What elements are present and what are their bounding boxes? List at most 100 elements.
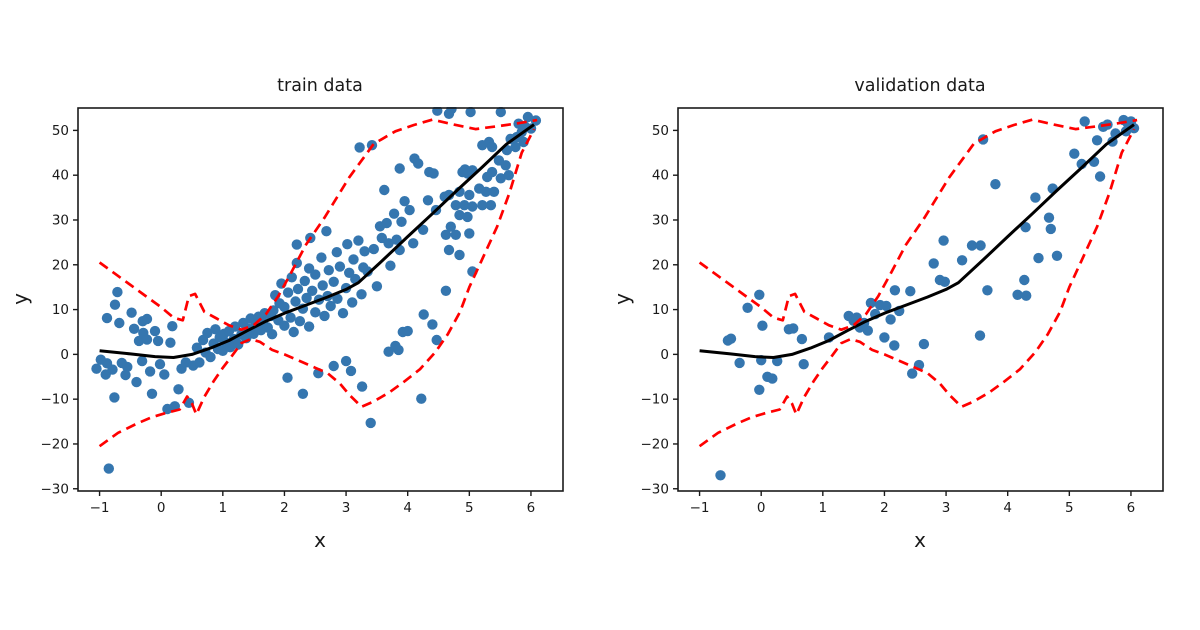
scatter-point [109, 392, 120, 403]
scatter-point [101, 312, 113, 324]
scatter-point [440, 285, 452, 296]
scatter-point [939, 276, 950, 287]
scatter-point [462, 211, 473, 223]
scatter-point [154, 359, 166, 370]
y-tick-label: −20 [641, 436, 670, 452]
scatter-point [288, 326, 299, 338]
scatter-point [440, 229, 452, 240]
scatter-point [353, 235, 364, 246]
scatter-point [294, 316, 306, 327]
scatter-point [427, 319, 438, 330]
scatter-point [754, 384, 765, 395]
scatter-point [488, 186, 500, 197]
scatter-point [1030, 192, 1041, 203]
scatter-point [317, 280, 328, 291]
scatter-point [477, 200, 488, 211]
scatter-point [133, 335, 145, 347]
scatter-point [114, 317, 125, 329]
lower-bound-line [98, 128, 536, 448]
scatter-point [734, 357, 745, 369]
scatter-point [210, 324, 221, 335]
scatter-point [956, 255, 968, 266]
scatter-point [454, 249, 465, 261]
scatter-point [889, 340, 900, 351]
y-tick-label: −30 [641, 481, 670, 497]
scatter-point [141, 313, 153, 325]
scatter-point [500, 160, 511, 171]
scatter-point [371, 281, 383, 292]
scatter-point [881, 300, 892, 312]
scatter-point [1020, 290, 1032, 301]
x-tick-label: 0 [757, 500, 766, 516]
x-tick-label: 3 [342, 500, 351, 516]
scatter-point [383, 238, 394, 249]
scatter-point [464, 189, 475, 201]
scatter-point [120, 369, 131, 381]
lower-bound-line [698, 128, 1136, 448]
y-tick-label: 50 [652, 123, 669, 139]
scatter-point [385, 260, 396, 271]
scatter-point [1033, 252, 1044, 264]
y-tick-label: 10 [652, 302, 669, 318]
scatter-point [107, 364, 118, 375]
scatter-point [345, 365, 357, 377]
scatter-point [480, 186, 492, 197]
validation-x-axis-label: x [914, 528, 926, 552]
scatter-point [126, 307, 137, 318]
scatter-point [459, 200, 470, 211]
scatter-point [399, 196, 410, 207]
scatter-point [365, 417, 376, 429]
x-tick-label: 5 [465, 500, 474, 516]
scatter-point [391, 234, 402, 245]
scatter-point [205, 351, 216, 363]
scatter-point [889, 285, 901, 296]
validation-chart-title: validation data [854, 76, 986, 96]
scatter-point [413, 158, 424, 169]
scatter-point [282, 372, 293, 383]
plot-border [677, 107, 1164, 492]
scatter-point [144, 366, 156, 377]
y-tick-label: 30 [52, 212, 69, 228]
scatter-point [316, 252, 327, 263]
model-mean-line [699, 123, 1135, 359]
scatter-point [416, 393, 427, 404]
scatter-point [446, 107, 457, 115]
scatter-point [359, 246, 370, 257]
model-mean-line [99, 123, 535, 359]
scatter-point [879, 332, 890, 343]
scatter-point [149, 325, 161, 337]
scatter-point [982, 285, 993, 296]
scatter-point [354, 142, 365, 153]
scatter-point [432, 107, 443, 116]
scatter-point [368, 243, 379, 255]
scatter-point [907, 368, 918, 379]
scatter-point [467, 201, 478, 212]
scatter-point [323, 265, 334, 276]
scatter-point [715, 470, 726, 481]
scatter-point [495, 107, 506, 118]
scatter-point [225, 342, 236, 353]
scatter-point [159, 369, 170, 380]
scatter-point [383, 346, 394, 357]
plot-border [77, 107, 564, 492]
y-tick-label: 0 [660, 347, 669, 363]
scatter-point [266, 329, 278, 340]
scatter-point [348, 254, 359, 265]
scatter-point [319, 310, 330, 322]
scatter-point [381, 217, 392, 229]
scatter-point [310, 307, 321, 318]
scatter-point [340, 355, 352, 367]
scatter-point [291, 239, 302, 250]
scatter-point [757, 320, 768, 331]
scatter-point [725, 333, 737, 344]
scatter-point [141, 334, 153, 345]
scatter-point [91, 363, 102, 374]
x-tick-label: 1 [819, 500, 828, 516]
scatter-point [450, 229, 461, 240]
scatter-point [328, 360, 339, 372]
validation-y-axis-label: y [610, 293, 634, 305]
scatter-point [1094, 171, 1106, 182]
scatter-point [282, 287, 294, 298]
